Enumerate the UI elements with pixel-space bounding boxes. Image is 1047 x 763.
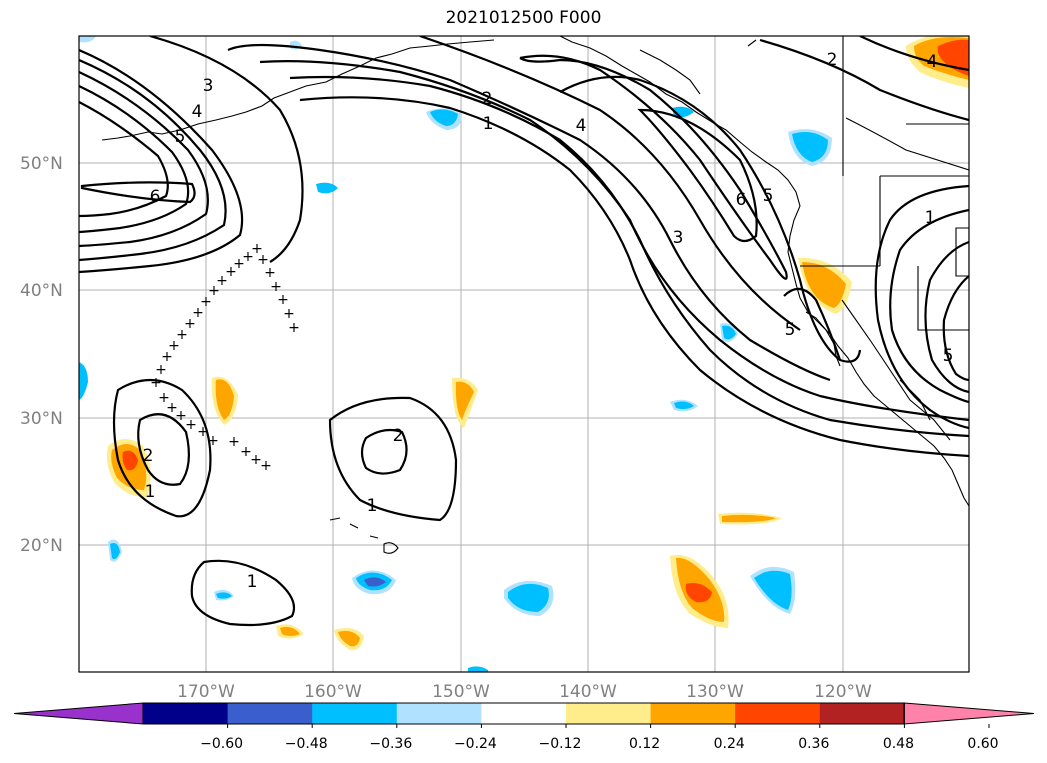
colorbar-swatch (735, 703, 821, 724)
lat-label-50n: 50°N (20, 154, 63, 174)
contour-labels: 2 1 4 3 4 5 6 3 6 5 2 4 1 5 5 2 1 2 1 1 (143, 50, 954, 592)
lon-label-120w: 120°W (814, 682, 872, 702)
track-marker: + (155, 362, 167, 378)
track-marker: + (207, 433, 219, 449)
track-marker: + (240, 444, 252, 460)
track-marker: + (158, 390, 170, 406)
contour-label-6-b: 6 (736, 190, 747, 210)
contour-label-1-b: 1 (925, 208, 936, 228)
colorbar-tick-label: 0.12 (629, 736, 660, 752)
track-marker: + (192, 305, 204, 321)
track-marker: + (260, 458, 272, 474)
contour-label-2-b: 2 (827, 50, 838, 70)
track-marker: + (166, 400, 178, 416)
track-marker: + (216, 273, 228, 289)
track-marker: + (277, 292, 289, 308)
colorbar-swatch (566, 703, 652, 724)
contour-label-3-a: 3 (203, 76, 214, 96)
lon-label-160w: 160°W (304, 682, 362, 702)
colorbar-tick-label: −0.24 (454, 736, 497, 752)
contour-label-4-c: 4 (927, 52, 938, 72)
contour-label-2-d: 2 (393, 426, 404, 446)
track-marker: + (175, 408, 187, 424)
track-marker: + (288, 320, 300, 336)
shaded-anomalies (79, 36, 969, 672)
contour-label-1-d: 1 (367, 496, 378, 516)
colorbar-extend-min (13, 702, 144, 725)
track-marker: + (228, 434, 240, 450)
track-marker: + (251, 241, 263, 257)
track-marker: + (150, 375, 162, 391)
track-markers: ++++++++++++++++++ ++ ++++++++++ (150, 241, 300, 474)
lon-label-150w: 150°W (432, 682, 490, 702)
contour-label-6-a: 6 (150, 187, 161, 207)
contour-label-4-a: 4 (576, 116, 587, 136)
track-marker: + (233, 256, 245, 272)
colorbar-swatch (312, 703, 398, 724)
track-marker: + (168, 338, 180, 354)
colorbar-swatch (227, 703, 313, 724)
lat-label-40n: 40°N (20, 281, 63, 301)
colorbar-frame (142, 702, 905, 725)
contour-label-2-c: 2 (143, 446, 154, 466)
contour-label-5-b: 5 (763, 186, 774, 206)
contours (79, 36, 969, 627)
colorbar-swatch (396, 703, 482, 724)
track-marker: + (257, 252, 269, 268)
lon-label-130w: 130°W (686, 682, 744, 702)
colorbar-swatch (819, 703, 905, 724)
colorbar-tick-label: 0.36 (798, 736, 829, 752)
track-marker: + (200, 294, 212, 310)
lat-label-30n: 30°N (20, 409, 63, 429)
contour-label-5-a: 5 (175, 127, 186, 147)
map-panel: 2 1 4 3 4 5 6 3 6 5 2 4 1 5 5 2 1 2 1 1 (78, 35, 970, 673)
contour-label-5-c: 5 (943, 346, 954, 366)
contour-label-1-a: 1 (483, 114, 494, 134)
track-marker: + (197, 424, 209, 440)
colorbar-swatch (481, 703, 567, 724)
colorbar-tick-label: 0.24 (714, 736, 745, 752)
track-marker: + (185, 417, 197, 433)
colorbar-tick-label: 0.48 (883, 736, 914, 752)
lon-label-170w: 170°W (177, 682, 235, 702)
track-marker: + (242, 249, 254, 265)
colorbar: −0.60 −0.48 −0.36 −0.24 −0.12 0.12 0.24 0.36 0.4… (13, 702, 1035, 752)
colorbar-tick-label: 0.60 (967, 736, 998, 752)
track-marker: + (264, 265, 276, 281)
contour-label-3-b: 3 (673, 228, 684, 248)
colorbar-tick-label: −0.60 (200, 736, 243, 752)
colorbar-extend-max (903, 702, 1035, 725)
lat-label-20n: 20°N (20, 536, 63, 556)
map-title: 2021012500 F000 (445, 8, 602, 28)
contour-label-1-e: 1 (247, 572, 258, 592)
colorbar-swatch (650, 703, 736, 724)
track-marker: + (176, 327, 188, 343)
colorbar-tick-label: −0.48 (285, 736, 328, 752)
latitude-axis: 50°N 40°N 30°N 20°N (20, 154, 63, 556)
track-marker: + (225, 264, 237, 280)
contour-label-5-d: 5 (785, 320, 796, 340)
track-marker: + (283, 306, 295, 322)
colorbar-swatch (143, 703, 229, 724)
track-marker: + (208, 283, 220, 299)
colorbar-tick-label: −0.12 (539, 736, 582, 752)
colorbar-tick-label: −0.36 (369, 736, 412, 752)
track-marker: + (161, 349, 173, 365)
track-marker: + (184, 316, 196, 332)
contour-label-1-c: 1 (145, 482, 156, 502)
track-marker: + (250, 452, 262, 468)
lon-label-140w: 140°W (559, 682, 617, 702)
contour-label-2-a: 2 (482, 89, 493, 109)
track-marker: + (270, 279, 282, 295)
map-frame (78, 35, 970, 673)
longitude-axis: 170°W 160°W 150°W 140°W 130°W 120°W (177, 682, 872, 702)
contour-label-4-b: 4 (192, 102, 203, 122)
